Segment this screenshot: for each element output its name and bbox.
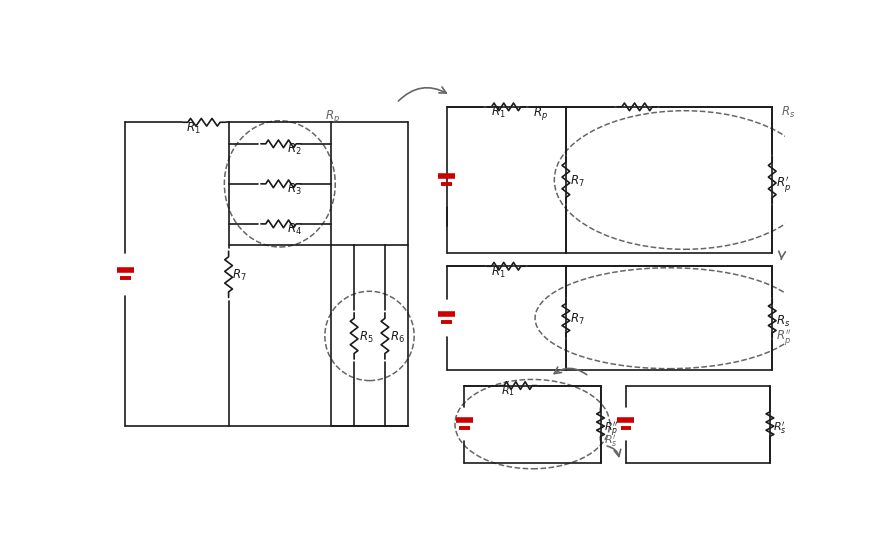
Text: $R_s$: $R_s$ — [776, 314, 790, 330]
Text: $R_1$: $R_1$ — [491, 106, 506, 120]
Text: $R_7$: $R_7$ — [233, 268, 247, 283]
Text: $R_1$: $R_1$ — [491, 265, 506, 280]
Text: $R_s'$: $R_s'$ — [773, 421, 787, 436]
Text: $R_4$: $R_4$ — [287, 222, 302, 238]
Text: $R_p$: $R_p$ — [533, 106, 548, 122]
Text: $R_2$: $R_2$ — [287, 143, 302, 157]
Text: $R_7$: $R_7$ — [570, 174, 585, 189]
Text: $R_7$: $R_7$ — [570, 312, 585, 327]
Text: $R_1$: $R_1$ — [501, 384, 515, 398]
Text: $R_6$: $R_6$ — [389, 330, 404, 345]
Text: $R_3$: $R_3$ — [287, 182, 302, 197]
Text: $R_p''$: $R_p''$ — [604, 421, 619, 439]
Text: $R_s'$: $R_s'$ — [604, 434, 617, 449]
Text: $R_s$: $R_s$ — [781, 106, 795, 120]
Text: $R_p$: $R_p$ — [325, 108, 340, 126]
Text: $R_1$: $R_1$ — [186, 121, 201, 136]
Text: $R_5$: $R_5$ — [359, 330, 374, 345]
Text: $R_p''$: $R_p''$ — [776, 327, 792, 348]
Text: $R_p'$: $R_p'$ — [776, 174, 791, 194]
